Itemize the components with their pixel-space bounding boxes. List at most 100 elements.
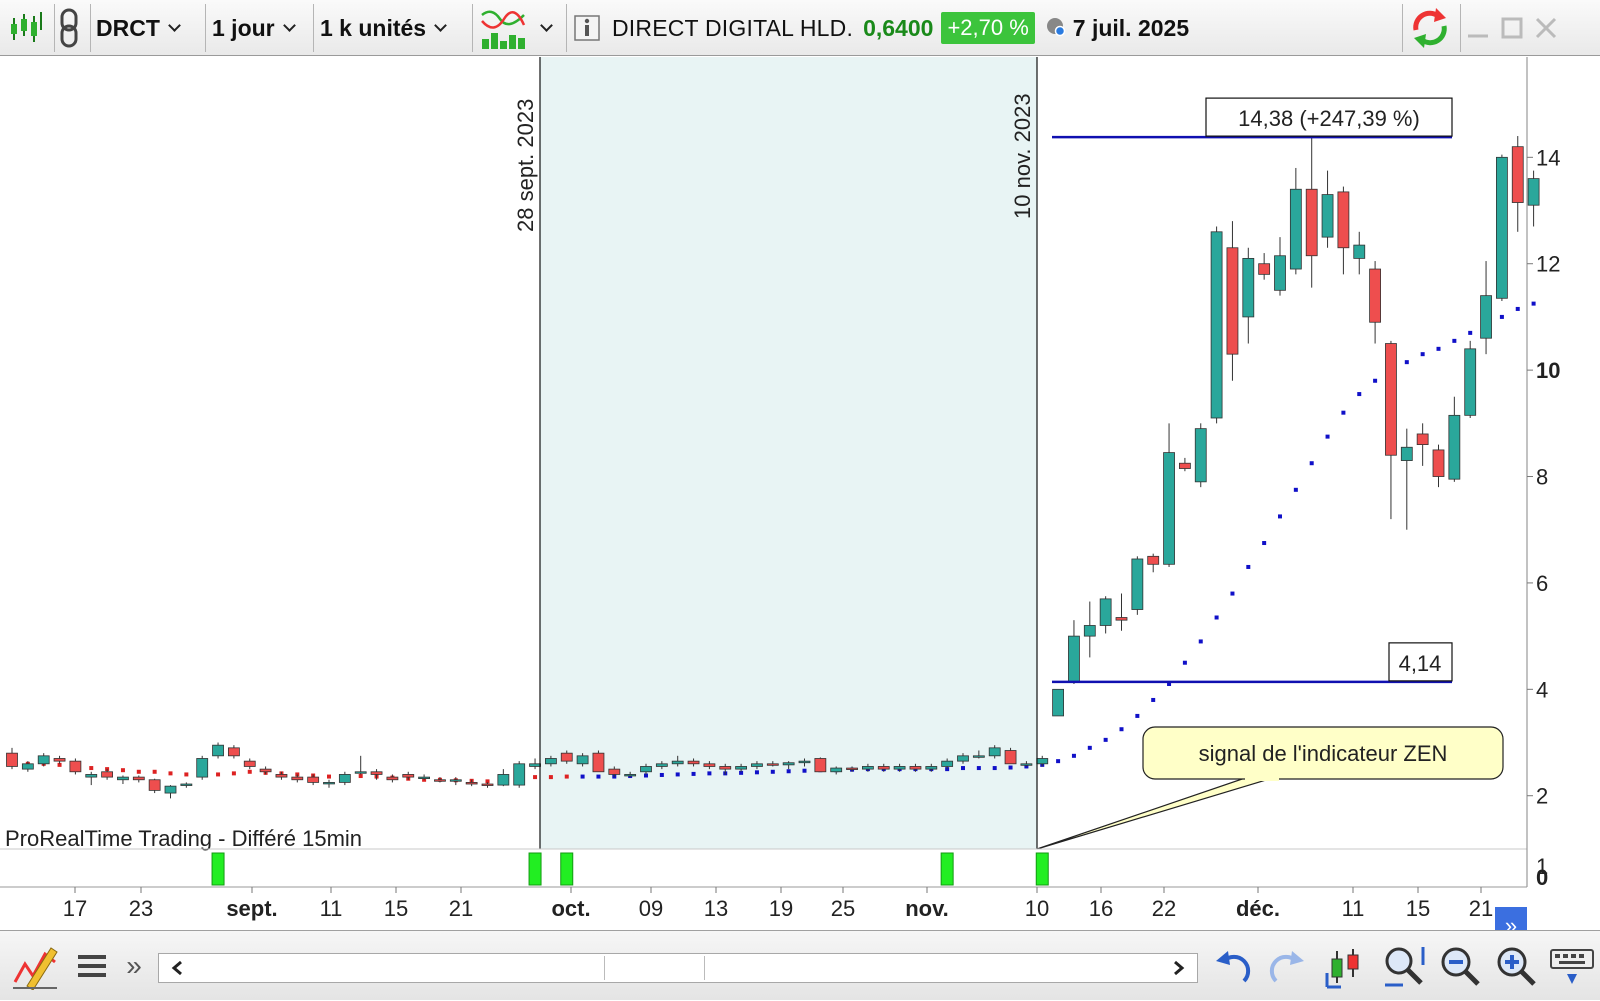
zen-dot: [580, 774, 585, 779]
redo-icon[interactable]: [1262, 931, 1312, 1001]
x-tick-label: 15: [384, 896, 408, 921]
zen-dot: [1262, 541, 1267, 546]
y-axis[interactable]: 14 12 10 8 6 4 2: [1527, 145, 1560, 809]
undo-icon[interactable]: [1208, 931, 1258, 1001]
scroll-left-icon[interactable]: [163, 958, 191, 978]
zen-dot: [786, 769, 791, 774]
zen-dot: [675, 772, 680, 777]
refresh-icon[interactable]: [1408, 0, 1456, 56]
zen-dot: [89, 766, 94, 771]
close-icon[interactable]: [1534, 0, 1568, 56]
zen-dot: [168, 771, 173, 776]
double-chevron-right-icon: »: [1505, 913, 1517, 930]
candle-up: [1083, 625, 1096, 637]
scroll-track[interactable]: [195, 956, 605, 980]
candle-up: [212, 744, 224, 757]
zen-dot: [358, 774, 363, 779]
candle-up: [655, 763, 668, 767]
x-tick-label: 15: [1406, 896, 1430, 921]
candle-down: [69, 760, 82, 773]
x-tick-label: 10: [1025, 896, 1049, 921]
candle-up: [196, 758, 209, 778]
candle-down: [1416, 433, 1429, 445]
scroll-right-button[interactable]: [1495, 907, 1527, 930]
zen-dot: [152, 769, 157, 774]
price-chart[interactable]: 28 sept. 2023 10 nov. 2023 14,38 (+247,3…: [0, 57, 1600, 930]
candle-up: [576, 755, 589, 765]
zen-dot: [327, 774, 331, 779]
zen-dot: [1341, 410, 1346, 415]
zen-dot: [1182, 660, 1187, 665]
zen-dot: [691, 771, 696, 776]
signal-bar: [528, 852, 542, 886]
candle-up: [925, 766, 938, 770]
minimize-icon[interactable]: [1466, 0, 1500, 56]
zen-dot: [184, 772, 189, 777]
link-chain-icon[interactable]: [58, 0, 86, 56]
candle-down: [703, 763, 716, 767]
zen-dot: [57, 762, 62, 767]
scroll-thumb[interactable]: [605, 956, 705, 980]
callout-box[interactable]: [1142, 726, 1504, 780]
candle-up: [164, 785, 177, 794]
zoom-in-icon[interactable]: [1490, 931, 1542, 1001]
candle-up: [893, 766, 906, 770]
drawing-tools-icon[interactable]: [8, 931, 62, 1001]
zen-dot: [548, 775, 553, 780]
y-tick-label: 14: [1536, 145, 1560, 170]
zen-dot: [770, 769, 775, 774]
scroll-right-icon[interactable]: [1165, 958, 1193, 978]
x-axis[interactable]: 17 23 sept. 11 15 21 oct. 09 13 19 25 nov. 10 16 22 déc…: [63, 887, 1493, 921]
chevron-down-icon: [434, 18, 447, 32]
menu-icon[interactable]: [70, 931, 114, 1001]
candle-up: [545, 758, 557, 765]
chart-scrollbar[interactable]: [158, 953, 1198, 983]
candle-up: [513, 763, 526, 786]
candle-down: [1432, 449, 1445, 477]
info-icon[interactable]: [574, 0, 602, 56]
candle-up: [798, 760, 811, 764]
candle-down: [386, 776, 399, 781]
zoom-range-icon[interactable]: [1378, 931, 1430, 1001]
vertical-marker-label: 10 nov. 2023: [1010, 93, 1035, 219]
symbol-dropdown[interactable]: DRCT: [96, 0, 181, 56]
candlestick-style-icon[interactable]: [8, 0, 50, 56]
candle-up: [1099, 598, 1112, 626]
candle-up: [941, 760, 954, 767]
candle-up: [37, 755, 50, 765]
zen-dot: [247, 769, 252, 774]
expand-icon[interactable]: »: [126, 950, 142, 981]
candle-up: [1353, 244, 1366, 259]
zen-dot: [1056, 759, 1061, 764]
candle-down: [1226, 247, 1239, 355]
x-tick-label: 22: [1152, 896, 1176, 921]
x-tick-label: 13: [704, 896, 728, 921]
x-tick-label: oct.: [551, 896, 590, 921]
candle-up: [418, 776, 431, 779]
candle-down: [846, 767, 858, 770]
interval-dropdown[interactable]: 1 jour: [212, 0, 296, 56]
keyboard-icon[interactable]: [1546, 931, 1598, 1001]
candle-down: [1337, 191, 1350, 249]
candle-down: [243, 760, 256, 767]
candle-down: [465, 782, 478, 785]
zen-dot: [1071, 753, 1076, 758]
signal-bar: [940, 852, 954, 886]
maximize-icon[interactable]: [1500, 0, 1534, 56]
candle-down: [481, 783, 494, 786]
x-tick-label: 16: [1089, 896, 1113, 921]
units-dropdown[interactable]: 1 k unités: [320, 0, 447, 56]
zen-dot: [1309, 461, 1314, 466]
indicators-icon[interactable]: [480, 0, 528, 56]
y-tick-label: 6: [1536, 571, 1548, 596]
indicators-dropdown[interactable]: [540, 0, 553, 56]
zen-dot: [1515, 306, 1520, 311]
candle-down: [370, 771, 383, 775]
candle-up: [449, 779, 462, 782]
auto-scale-icon[interactable]: [1320, 931, 1372, 1001]
candle-down: [1115, 617, 1128, 621]
candle-up: [782, 762, 795, 766]
change-badge: +2,70 %: [941, 12, 1035, 44]
zoom-out-icon[interactable]: [1434, 931, 1486, 1001]
zen-dot: [1357, 392, 1362, 397]
